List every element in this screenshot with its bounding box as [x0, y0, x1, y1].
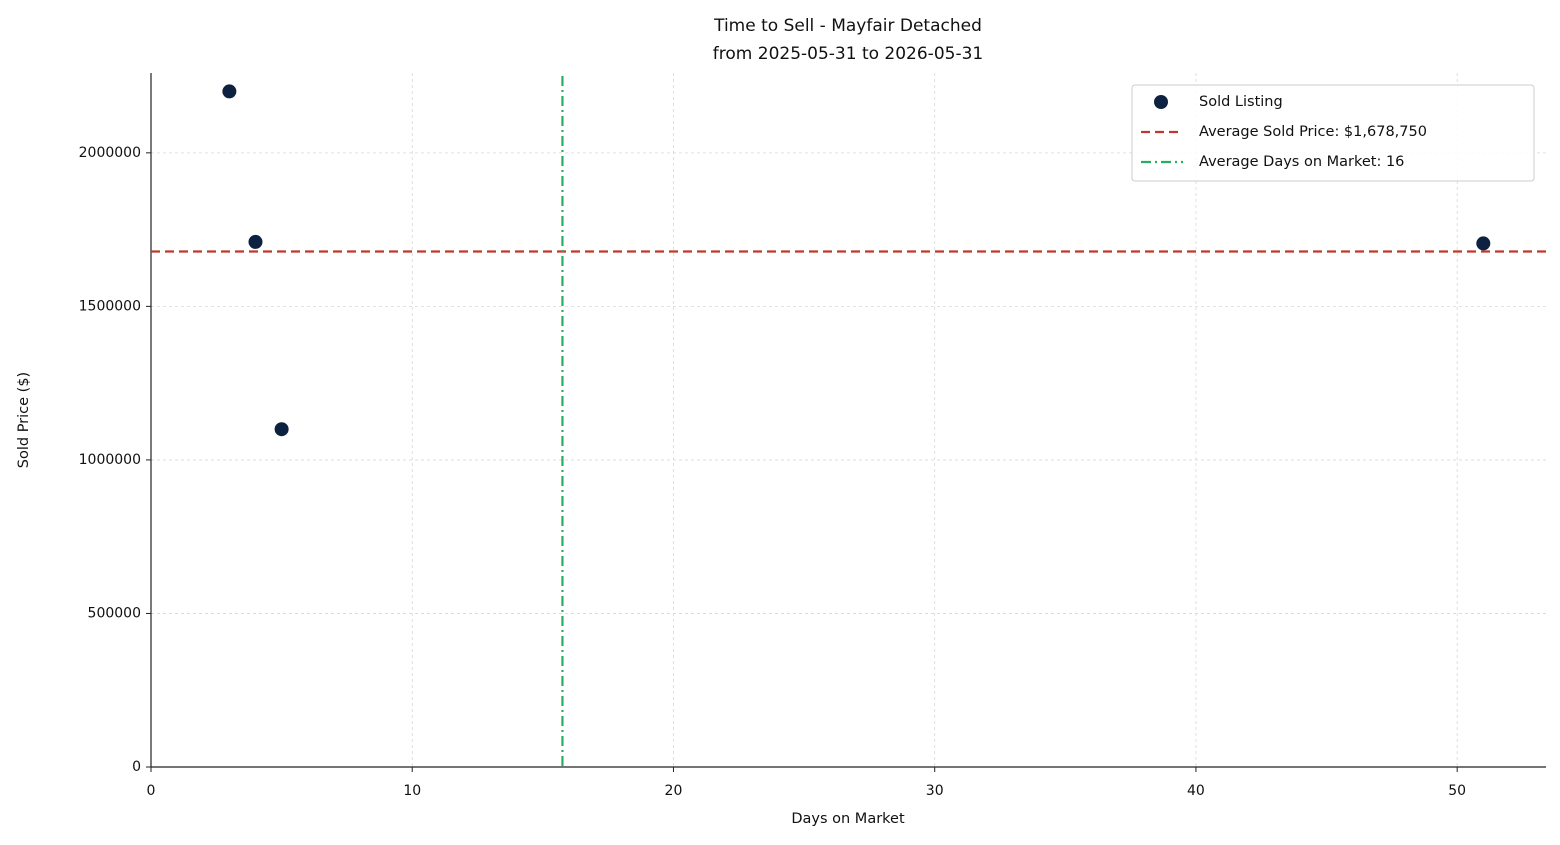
y-tick-label: 1500000: [79, 298, 141, 314]
x-tick-label: 40: [1187, 783, 1205, 799]
legend-label: Sold Listing: [1199, 94, 1283, 110]
x-tick-label: 50: [1448, 783, 1466, 799]
x-tick-label: 20: [665, 783, 683, 799]
y-tick-label: 1000000: [79, 452, 141, 468]
chart-title: Time to Sell - Mayfair Detached: [713, 16, 982, 36]
legend-label: Average Sold Price: $1,678,750: [1199, 124, 1427, 140]
x-tick-label: 30: [926, 783, 944, 799]
legend-marker: [1154, 95, 1168, 109]
point: [222, 84, 237, 99]
legend-box: [1131, 84, 1535, 182]
x-axis-label: Days on Market: [791, 811, 905, 827]
x-tick-label: 0: [147, 783, 156, 799]
chart-subtitle: from 2025-05-31 to 2026-05-31: [713, 44, 983, 64]
legend-label: Average Days on Market: 16: [1199, 154, 1404, 170]
point: [248, 234, 263, 249]
point: [1476, 236, 1491, 251]
legend: Sold Listing Average Sold Price: $1,678,7…: [1131, 84, 1535, 182]
y-tick-label: 2000000: [79, 145, 141, 161]
y-tick-label: 500000: [88, 605, 141, 621]
point: [274, 422, 289, 437]
x-tick-label: 10: [403, 783, 421, 799]
y-tick-label: 0: [132, 759, 141, 775]
y-axis-label: Sold Price ($): [16, 372, 32, 468]
